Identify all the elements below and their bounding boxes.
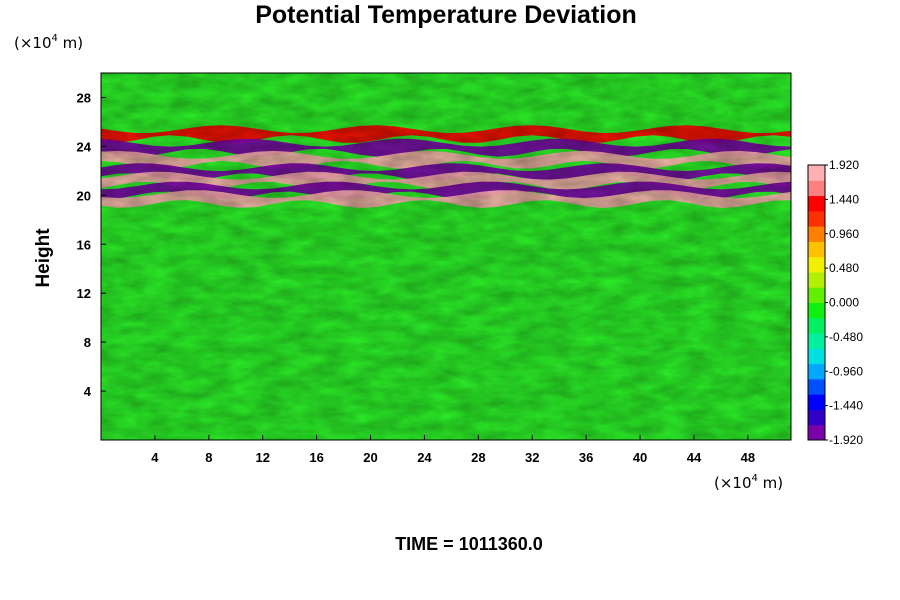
- colorbar-tick-label: -1.920: [829, 433, 863, 447]
- x-axis-ticks: 4 8 12 16 20 24 28 32 36 40 44 48: [151, 435, 755, 465]
- x-tick-label: 48: [741, 450, 755, 465]
- y-tick-label: 4: [84, 384, 92, 399]
- x-tick-label: 8: [205, 450, 212, 465]
- y-tick-label: 20: [77, 188, 91, 203]
- x-tick-label: 36: [579, 450, 593, 465]
- plot-area: [101, 73, 791, 440]
- colorbar-swatch: [808, 424, 825, 441]
- x-tick-label: 44: [687, 450, 702, 465]
- y-unit-label: (×104 m): [14, 33, 83, 52]
- colorbar-swatch: [808, 394, 825, 410]
- y-tick-label: 8: [84, 335, 91, 350]
- x-unit-label: (×104 m): [714, 473, 783, 492]
- x-tick-label: 16: [309, 450, 323, 465]
- colorbar-tick-label: 0.000: [829, 296, 859, 310]
- x-tick-label: 12: [255, 450, 269, 465]
- colorbar-swatch: [808, 363, 825, 380]
- x-tick-label: 20: [363, 450, 377, 465]
- x-tick-label: 32: [525, 450, 539, 465]
- x-tick-label: 28: [471, 450, 485, 465]
- colorbar-labels: 1.920 1.440 0.960 0.480 0.000 -0.480 -0.960 -1.…: [825, 158, 863, 447]
- colorbar-swatch: [808, 180, 825, 197]
- colorbar-swatch: [808, 226, 825, 242]
- colorbar-swatch: [808, 409, 825, 426]
- colorbar-swatch: [808, 287, 825, 303]
- colorbar-swatch: [808, 378, 825, 395]
- colorbar-tick-label: -0.960: [829, 364, 863, 378]
- colorbar-swatch: [808, 271, 825, 288]
- colorbar-swatch: [808, 195, 825, 212]
- colorbar-swatch: [808, 317, 825, 334]
- y-axis-label: Height: [33, 228, 54, 288]
- x-tick-label: 24: [417, 450, 432, 465]
- colorbar-swatch: [808, 348, 825, 365]
- y-tick-label: 12: [77, 286, 91, 301]
- colorbar-tick-label: 0.960: [829, 227, 859, 241]
- colorbar-swatch: [808, 256, 825, 273]
- x-tick-label: 40: [633, 450, 647, 465]
- x-tick-label: 4: [151, 450, 159, 465]
- colorbar-tick-label: 1.440: [829, 192, 859, 206]
- y-tick-label: 16: [77, 237, 91, 252]
- chart-title: Potential Temperature Deviation: [255, 1, 637, 29]
- colorbar-swatch: [808, 333, 825, 349]
- y-axis-ticks: 4 8 12 16 20 24 28: [77, 90, 106, 399]
- y-tick-label: 28: [77, 90, 91, 105]
- time-label: TIME = 1011360.0: [395, 534, 543, 554]
- colorbar: [807, 164, 826, 441]
- colorbar-swatch: [808, 241, 825, 258]
- colorbar-swatch: [808, 210, 825, 227]
- field-texture: [101, 73, 791, 440]
- colorbar-tick-label: 0.480: [829, 261, 859, 275]
- colorbar-tick-label: -0.480: [829, 330, 863, 344]
- y-tick-label: 24: [77, 139, 92, 154]
- colorbar-swatch: [808, 165, 825, 181]
- colorbar-tick-label: -1.440: [829, 399, 863, 413]
- colorbar-tick-label: 1.920: [829, 158, 859, 172]
- plot-frame: [100, 72, 792, 441]
- colorbar-swatch: [808, 302, 825, 319]
